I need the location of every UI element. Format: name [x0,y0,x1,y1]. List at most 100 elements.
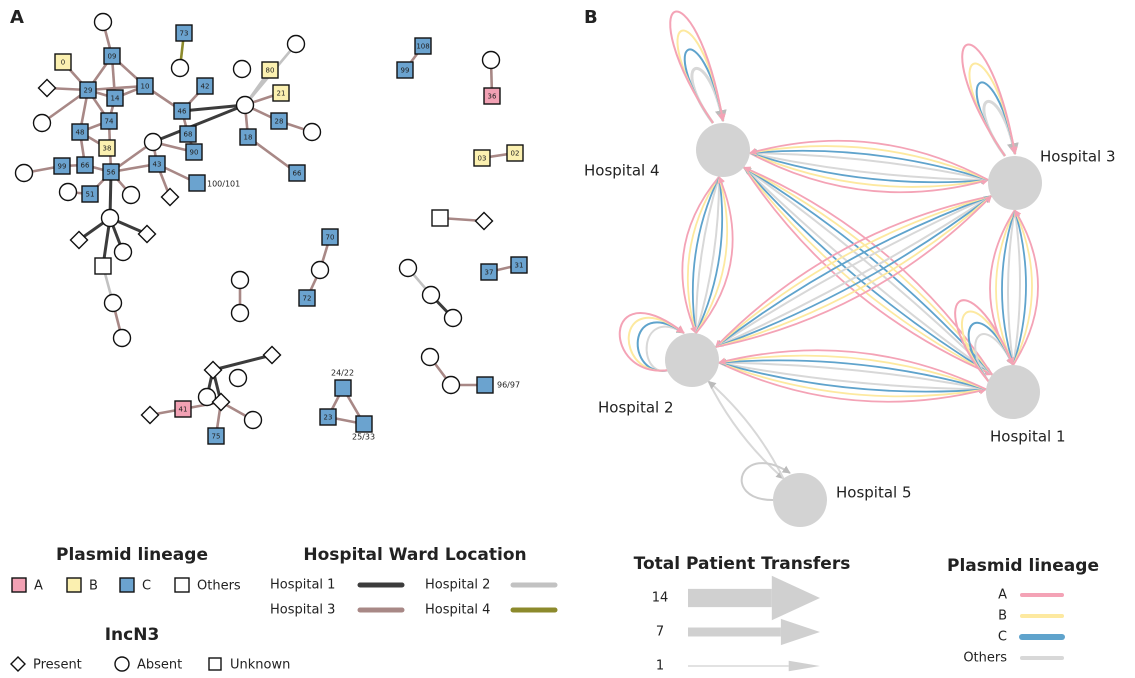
node-circle [302,122,322,142]
node-diamond [37,78,57,98]
self-loop [676,29,726,124]
transfer-arrow [718,361,987,394]
self-loop [618,312,685,372]
node-square [173,102,191,120]
node-diamond [160,187,180,207]
node-label: 38 [103,145,112,153]
node-diamond [474,211,494,231]
transfer-arrow [695,176,734,334]
node-label: 37 [485,269,494,277]
legend-label: A [34,579,43,594]
hospital-node [696,123,750,177]
transfer-arrow [749,139,989,181]
node-square [119,577,135,593]
node-circle [441,375,461,395]
node-label: 03 [478,155,487,163]
node-square [66,577,82,593]
node-circle [230,303,250,323]
node-circle [235,95,255,115]
node-square [188,174,206,192]
node-square [272,84,290,102]
transfer-arrow [1006,209,1017,366]
node-square [480,263,498,281]
node-square [98,139,116,157]
legend-label: Others [197,579,241,594]
node-circle [243,410,263,430]
panel-tag: A [10,7,24,28]
transfer-arrow [681,176,720,334]
node-square [100,112,118,130]
legend-label: Hospital 4 [425,603,490,618]
transfer-arrow [1011,209,1022,366]
hospital-node [986,365,1040,419]
self-loop [954,299,1014,383]
node-square [54,53,72,71]
node-square [288,164,306,182]
hospital-label: Hospital 4 [584,162,660,180]
transfer-arrow [718,358,987,391]
self-loop [669,10,726,124]
legend-title: IncN3 [105,625,160,645]
node-circle [121,185,141,205]
node-square [148,155,166,173]
transfer-arrow [715,195,992,348]
legend-label: Others [963,651,1007,666]
node-square [414,37,432,55]
transfer-arrow [715,195,992,348]
legend-title: Hospital Ward Location [303,545,526,565]
legend-label: A [998,588,1007,603]
transfer-arrow [686,176,720,334]
transfer-arrow [743,166,993,376]
node-label: 28 [275,118,284,126]
transfer-arrow [718,361,987,394]
node-circle [420,347,440,367]
node-label: 48 [76,129,85,137]
node-label: 31 [515,262,524,270]
node-label: 41 [179,406,188,414]
node-label: 96/97 [497,381,520,390]
node-diamond [69,230,89,250]
node-diamond [211,392,231,412]
self-loop [974,333,1014,383]
transfer-arrow [743,166,993,376]
node-square [71,123,89,141]
hospital-label: Hospital 2 [598,399,674,417]
node-label: 09 [108,53,117,61]
node-square [94,257,112,275]
node-square [319,408,337,426]
node-circle [14,163,34,183]
node-square [261,61,279,79]
panel-b: Hospital 1 Hospital 2 Hospital 3 Hospital 4… [584,10,1116,527]
transfer-arrow [1001,209,1016,366]
node-label: 56 [107,169,116,177]
node-diamond [203,360,223,380]
legend-label: B [998,609,1007,624]
transfer-arrow [749,152,989,184]
node-label: 23 [324,414,333,422]
transfer-arrow [742,166,993,376]
transfer-arrow [718,358,987,391]
node-circle [230,270,250,290]
node-circle [114,656,130,672]
transfer-arrow [743,166,993,376]
node-square [270,112,288,130]
node-circle [100,208,120,228]
node-circle [103,293,123,313]
node-square [506,144,524,162]
transfer-arrow [715,195,992,348]
node-square [76,156,94,174]
network-edge [181,103,246,113]
node-square [174,400,192,418]
node-circle [143,132,163,152]
node-circle [32,113,52,133]
node-diamond [10,656,26,672]
transfer-arrow [707,380,785,480]
node-square [11,577,27,593]
node-label: 0 [61,59,65,67]
self-loop [967,321,1014,383]
legend-label: C [998,630,1007,645]
node-square [106,89,124,107]
node-square [79,81,97,99]
